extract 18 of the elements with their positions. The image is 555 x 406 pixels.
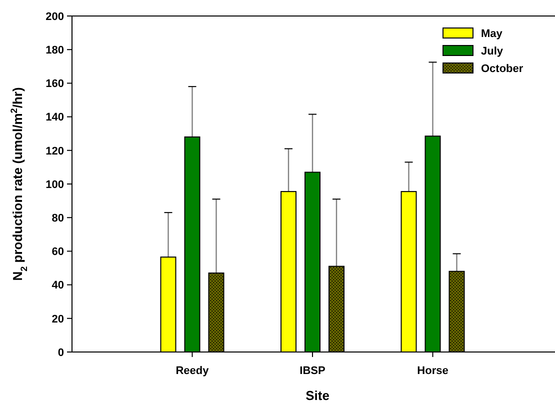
y-tick-label: 120 bbox=[46, 145, 64, 158]
y-tick-label: 160 bbox=[46, 78, 64, 90]
y-tick-label: 60 bbox=[52, 246, 64, 258]
x-axis-title: Site bbox=[306, 388, 330, 403]
x-tick-label: Horse bbox=[417, 365, 448, 377]
x-tick-label: Reedy bbox=[176, 365, 210, 377]
y-tick-label: 100 bbox=[46, 178, 64, 191]
y-tick-label: 200 bbox=[46, 10, 64, 23]
y-tick-label: 0 bbox=[58, 346, 64, 359]
y-tick-label: 40 bbox=[52, 280, 64, 292]
legend-label: May bbox=[481, 28, 504, 40]
y-tick-label: 20 bbox=[52, 313, 64, 326]
legend-label: July bbox=[481, 45, 504, 58]
legend-label: October bbox=[481, 62, 524, 75]
y-tick-label: 180 bbox=[46, 44, 64, 56]
y-tick-label: 140 bbox=[46, 112, 64, 124]
x-tick-label: IBSP bbox=[300, 365, 326, 377]
y-tick-label: 80 bbox=[52, 212, 64, 224]
